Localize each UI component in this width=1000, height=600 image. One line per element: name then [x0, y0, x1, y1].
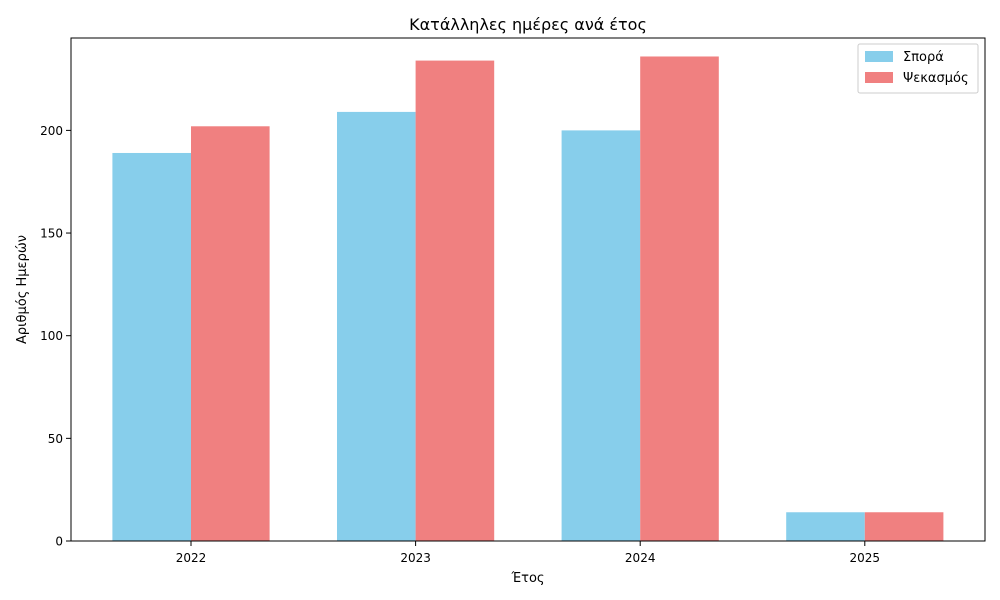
y-axis-label: Αριθμός Ημερών — [15, 235, 30, 344]
y-axis: 0 50 100 150 200 — [40, 124, 71, 549]
y-tick-label-50: 50 — [48, 432, 63, 446]
x-tick-label-2022: 2022 — [176, 551, 207, 565]
bar-sowing-2023 — [337, 111, 416, 541]
chart-title: Κατάλληλες ημέρες ανά έτος — [409, 15, 647, 34]
bar-spraying-2025 — [864, 512, 944, 541]
y-tick-label-0: 0 — [55, 535, 63, 549]
bar-spraying-2022 — [191, 126, 270, 542]
plot-frame — [70, 37, 986, 542]
x-axis-label: Έτος — [510, 571, 544, 586]
legend-swatch-sowing — [865, 51, 893, 62]
bar-sowing-2022 — [112, 152, 191, 541]
x-axis: 2022 2023 2024 2025 — [176, 541, 880, 565]
legend-label-spraying: Ψεκασμός — [903, 71, 969, 86]
bars-group — [112, 56, 944, 542]
x-tick-label-2023: 2023 — [400, 551, 431, 565]
y-tick-label-100: 100 — [40, 329, 63, 343]
x-tick-label-2025: 2025 — [850, 551, 881, 565]
legend-swatch-spraying — [865, 72, 893, 83]
legend-label-sowing: Σπορά — [903, 50, 944, 65]
bar-sowing-2024 — [561, 130, 641, 541]
legend: Σπορά Ψεκασμός — [857, 43, 979, 94]
y-tick-label-200: 200 — [40, 124, 63, 138]
bar-sowing-2025 — [786, 512, 865, 541]
bar-spraying-2024 — [640, 56, 719, 542]
bar-spraying-2023 — [415, 60, 495, 541]
y-tick-label-150: 150 — [40, 227, 63, 241]
x-tick-label-2024: 2024 — [625, 551, 656, 565]
